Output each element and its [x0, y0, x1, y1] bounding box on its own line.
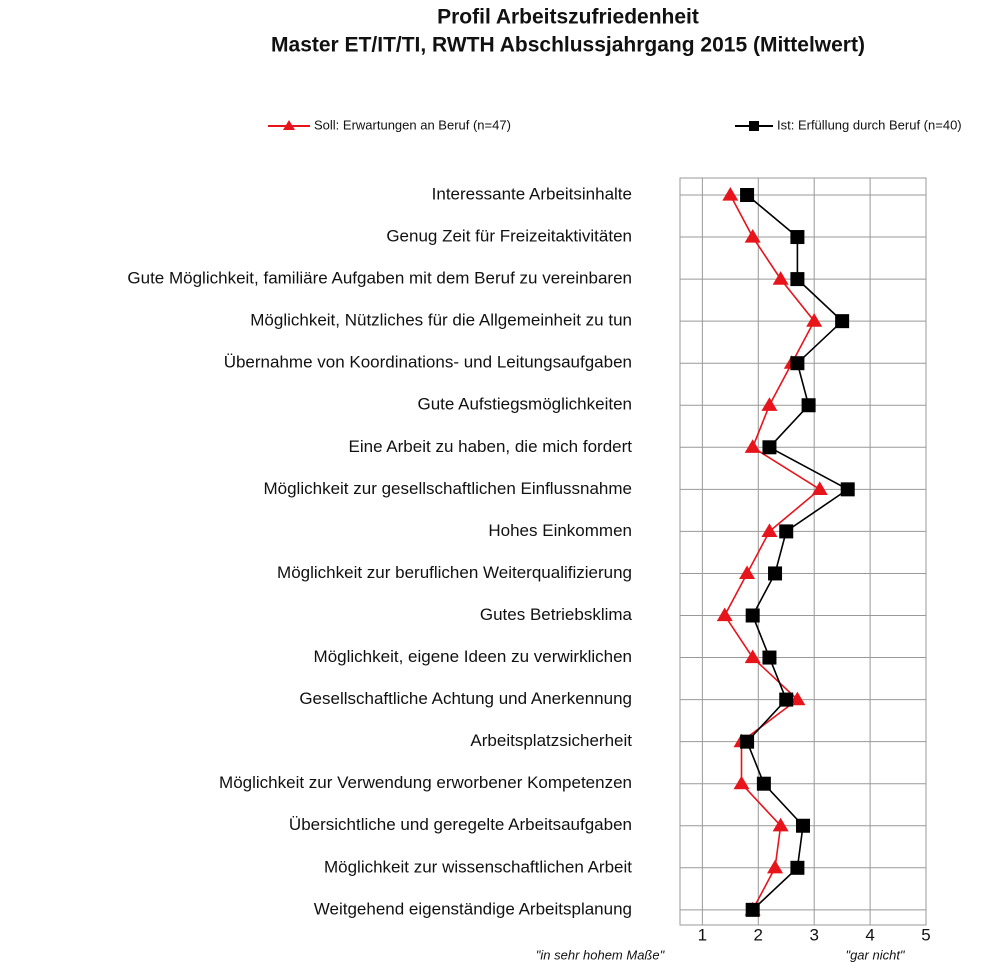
- marker: [790, 272, 805, 287]
- marker: [744, 649, 761, 664]
- marker: [790, 230, 805, 245]
- marker: [733, 775, 750, 790]
- marker: [835, 314, 850, 329]
- marker: [722, 187, 739, 201]
- marker: [740, 734, 755, 749]
- x-tick-label: 5: [921, 925, 930, 944]
- category-label: Gute Aufstiegsmöglichkeiten: [417, 395, 632, 414]
- marker: [768, 566, 783, 581]
- category-label: Hohes Einkommen: [488, 521, 632, 540]
- category-label: Gute Möglichkeit, familiäre Aufgaben mit…: [127, 269, 632, 288]
- marker: [745, 608, 760, 623]
- category-label: Möglichkeit zur Verwendung erworbener Ko…: [219, 773, 632, 792]
- category-label: Genug Zeit für Freizeitaktivitäten: [386, 227, 632, 246]
- legend-marker: [283, 120, 295, 130]
- marker: [744, 229, 761, 243]
- category-label: Möglichkeit, eigene Ideen zu verwirklich…: [314, 647, 632, 666]
- plot-frame: [679, 177, 927, 926]
- marker: [762, 440, 777, 455]
- category-label: Möglichkeit zur beruflichen Weiterqualif…: [277, 563, 632, 582]
- marker: [806, 313, 823, 327]
- marker: [801, 398, 816, 413]
- category-label: Übernahme von Koordinations- und Leitung…: [224, 353, 632, 372]
- x-tick-label: 2: [754, 925, 763, 944]
- category-label: Möglichkeit, Nützliches für die Allgemei…: [250, 311, 632, 330]
- x-tick-label: 4: [865, 925, 874, 944]
- chart-title: Master ET/IT/TI, RWTH Abschlussjahrgang …: [271, 34, 865, 57]
- marker: [739, 565, 756, 580]
- marker: [789, 691, 806, 706]
- chart-title: Profil Arbeitszufriedenheit: [437, 6, 699, 29]
- marker: [744, 439, 761, 453]
- category-label: Gesellschaftliche Achtung und Anerkennun…: [299, 689, 632, 708]
- annotation: "in sehr hohem Maße": [536, 947, 666, 962]
- marker: [779, 524, 794, 539]
- marker: [772, 271, 789, 285]
- marker: [779, 692, 794, 707]
- marker: [772, 817, 789, 832]
- marker: [767, 859, 784, 874]
- marker: [761, 397, 778, 411]
- marker: [790, 356, 805, 371]
- category-label: Gutes Betriebsklima: [480, 605, 633, 624]
- category-label: Übersichtliche und geregelte Arbeitsaufg…: [289, 815, 632, 834]
- marker: [796, 818, 810, 833]
- marker: [840, 482, 855, 497]
- marker: [740, 188, 755, 202]
- marker: [716, 607, 733, 622]
- category-label: Möglichkeit zur wissenschaftlichen Arbei…: [324, 857, 632, 876]
- marker: [761, 523, 778, 537]
- category-label: Möglichkeit zur gesellschaftlichen Einfl…: [263, 479, 632, 498]
- marker: [762, 650, 777, 665]
- category-label: Eine Arbeit zu haben, die mich fordert: [349, 437, 633, 456]
- legend-label: Soll: Erwartungen an Beruf (n=47): [314, 117, 511, 132]
- marker: [756, 776, 771, 791]
- series-line: [723, 194, 822, 911]
- marker: [790, 860, 805, 875]
- category-label: Weitgehend eigenständige Arbeitsplanung: [314, 899, 632, 918]
- legend-label: Ist: Erfüllung durch Beruf (n=40): [777, 117, 962, 132]
- category-label: Arbeitsplatzsicherheit: [470, 731, 632, 750]
- category-label: Interessante Arbeitsinhalte: [432, 184, 632, 203]
- x-tick-label: 3: [809, 925, 818, 944]
- legend-marker: [749, 121, 759, 131]
- x-tick-label: 1: [698, 925, 707, 944]
- marker: [811, 481, 828, 495]
- marker: [745, 902, 760, 917]
- annotation: "gar nicht": [845, 947, 905, 962]
- series-line: [746, 194, 850, 911]
